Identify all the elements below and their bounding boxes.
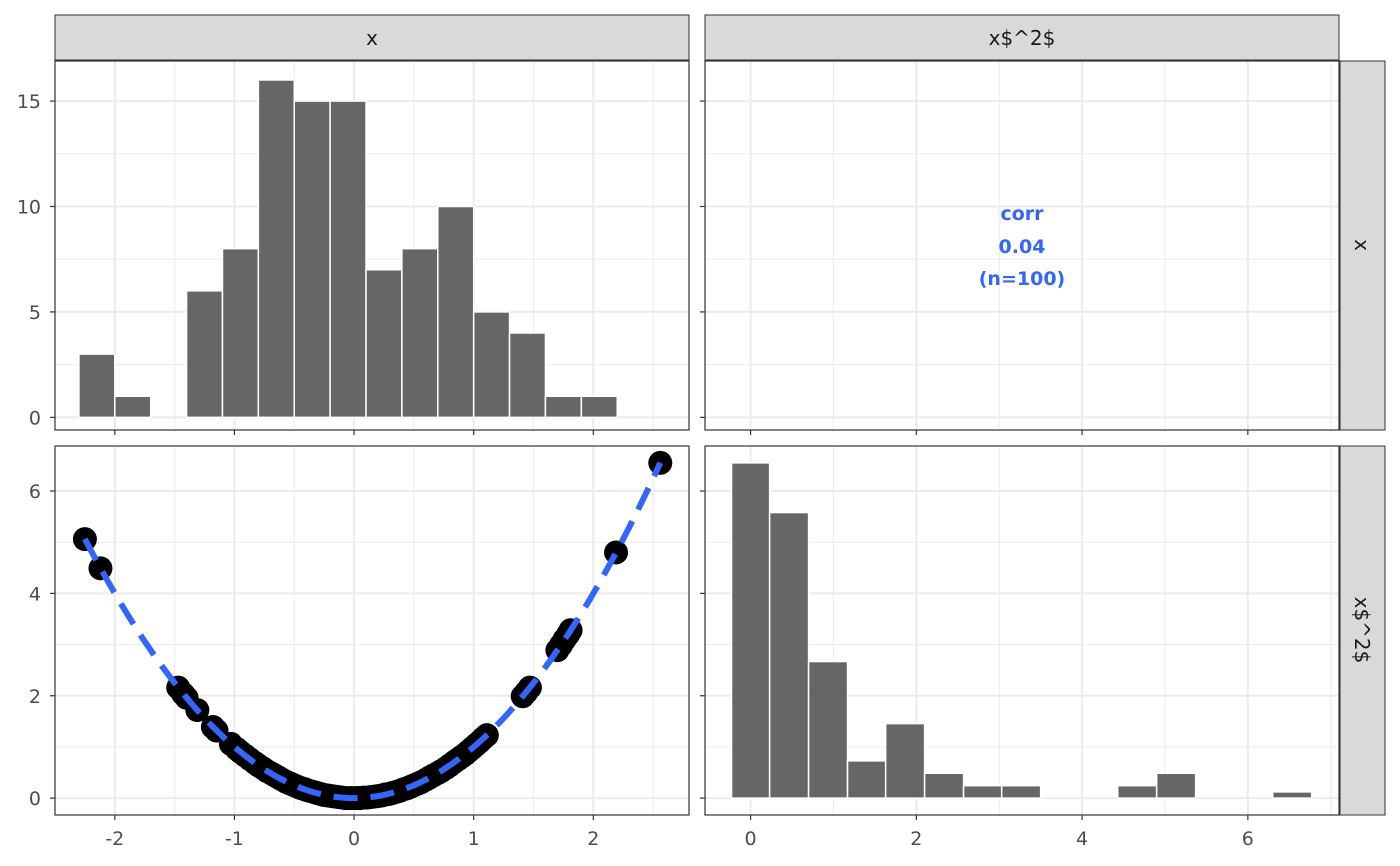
x-tick-label: 6 — [1242, 828, 1254, 850]
corr-n: (n=100) — [979, 268, 1065, 290]
histogram-bar — [221, 247, 260, 419]
scatter-point — [604, 540, 629, 565]
histogram-bar — [365, 268, 403, 419]
right-strip-x-bg — [1339, 60, 1386, 431]
histogram-bar — [401, 247, 439, 419]
x-axis-left-col: -2 -1 0 1 2 — [105, 430, 1249, 850]
top-strip-x-bg — [54, 14, 690, 61]
panel-x-histogram — [54, 60, 690, 431]
histogram-bar — [1155, 772, 1197, 799]
x-tick-label: -2 — [105, 828, 124, 850]
histogram-bar — [1000, 784, 1042, 799]
y-tick-label: 6 — [29, 481, 41, 503]
panel-border — [54, 445, 690, 816]
top-strip-x2-bg — [704, 14, 1340, 61]
y-tick-label: 0 — [29, 788, 41, 810]
x-tick-label: 4 — [1076, 828, 1088, 850]
top-strip-x-label: x — [366, 26, 378, 50]
histogram-bar — [78, 353, 116, 419]
x-tick-label: 0 — [745, 828, 757, 850]
y-tick-label: 4 — [29, 583, 41, 605]
histogram-bar — [185, 290, 224, 419]
right-strip-x2-bg — [1339, 445, 1386, 816]
scatter-point — [88, 556, 113, 581]
histogram-bar — [114, 395, 152, 419]
histogram-bar — [730, 462, 771, 799]
x-tick-label: -1 — [225, 828, 244, 850]
x-tick-label: 0 — [348, 828, 360, 850]
y-axis-top-row: 0 5 10 15 — [17, 91, 705, 799]
right-strip-x2-label: x$^2$ — [1350, 597, 1374, 664]
x-tick-label: 1 — [468, 828, 480, 850]
y-tick-label: 5 — [29, 302, 41, 324]
corr-label: corr — [1000, 203, 1044, 225]
x-tick-label: 2 — [910, 828, 922, 850]
corr-grid — [705, 61, 1339, 430]
histogram-bar — [884, 722, 926, 799]
right-strip-x-label: x — [1350, 239, 1374, 251]
corr-value: 0.04 — [999, 236, 1046, 258]
histogram-bar — [580, 395, 618, 419]
histogram-bar — [257, 79, 295, 419]
histogram-bar — [508, 332, 547, 419]
x-tick-label: 2 — [587, 828, 599, 850]
histogram-bar — [437, 205, 475, 419]
panel-correlation: corr 0.04 (n=100) — [704, 60, 1340, 431]
panel-scatter — [54, 445, 690, 816]
y-tick-label: 15 — [17, 91, 41, 113]
smooth-line — [82, 461, 664, 802]
panel-x2-histogram — [704, 445, 1340, 816]
panel-border — [704, 445, 1340, 816]
histogram-bar — [472, 311, 511, 419]
y-tick-label: 2 — [29, 686, 41, 708]
histogram-bar — [1116, 784, 1158, 799]
histogram-bar — [807, 660, 849, 799]
histogram-bar — [1271, 791, 1313, 799]
y-tick-label: 0 — [29, 407, 41, 429]
top-strip-x2: x$^2$ — [704, 14, 1340, 61]
x-axis-right-col: 0 2 4 6 — [745, 815, 1254, 850]
top-strip-x2-label: x$^2$ — [989, 26, 1056, 50]
histogram-bar — [962, 784, 1003, 799]
histogram-bar — [846, 760, 887, 799]
histogram-bar — [923, 772, 965, 799]
y-axis-bottom-row: 0 2 4 6 — [29, 481, 55, 810]
top-strip-x: x — [54, 14, 690, 61]
y-tick-label: 10 — [17, 196, 41, 218]
panel-border — [54, 60, 690, 431]
histogram-bar — [768, 511, 810, 799]
histogram-bar — [329, 100, 367, 419]
histogram-bar — [544, 395, 583, 419]
histogram-bar — [293, 100, 331, 419]
right-strip-x: x — [1339, 60, 1386, 431]
right-strip-x2: x$^2$ — [1339, 445, 1386, 816]
panel-border — [704, 60, 1340, 431]
